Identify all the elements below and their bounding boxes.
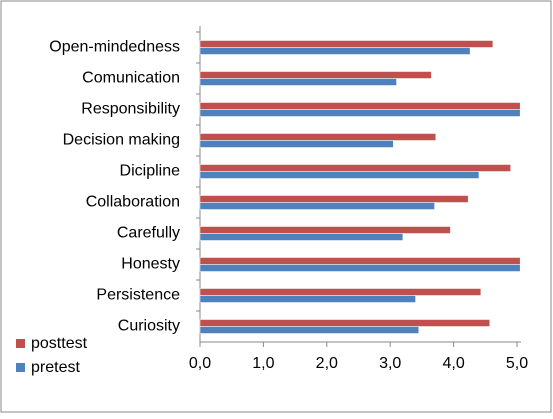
- x-tick-label: 4,0: [442, 355, 464, 372]
- bar: [199, 102, 521, 110]
- legend-swatch: [16, 339, 25, 348]
- y-tick-label: Honesty: [121, 256, 180, 273]
- y-tick-label: Carefully: [117, 225, 180, 242]
- legend-label: pretest: [31, 359, 80, 376]
- y-tick-label: Comunication: [82, 70, 180, 87]
- bar: [199, 288, 482, 296]
- bar: [199, 264, 521, 272]
- bar: [199, 202, 435, 210]
- bar: [199, 133, 437, 141]
- y-tick-label: Collaboration: [86, 194, 180, 211]
- x-tick-label: 5,0: [506, 355, 528, 372]
- y-tick-label: Open-mindedness: [49, 39, 180, 56]
- x-tick-label: 1,0: [252, 355, 274, 372]
- bar: [199, 78, 397, 86]
- x-tick-label: 0,0: [189, 355, 211, 372]
- legend-label: posttest: [31, 335, 88, 352]
- y-tick-label: Curiosity: [118, 318, 180, 335]
- bar: [199, 140, 394, 148]
- bar: [199, 195, 469, 203]
- bar: [199, 164, 511, 172]
- bar: [199, 326, 419, 334]
- bar: [199, 226, 451, 234]
- bar: [199, 171, 480, 179]
- bar: [199, 319, 490, 327]
- bar: [199, 257, 521, 265]
- y-tick-label: Dicipline: [120, 163, 181, 180]
- bar: [199, 40, 494, 48]
- bar: [199, 109, 521, 117]
- y-tick-label: Persistence: [96, 287, 180, 304]
- bar: [199, 233, 404, 241]
- legend-swatch: [16, 363, 25, 372]
- bar: [199, 47, 471, 55]
- y-tick-label: Decision making: [63, 132, 180, 149]
- y-tick-label: Responsibility: [81, 101, 180, 118]
- bar: [199, 71, 432, 79]
- x-tick-label: 2,0: [316, 355, 338, 372]
- x-tick-label: 3,0: [379, 355, 401, 372]
- bar: [199, 295, 416, 303]
